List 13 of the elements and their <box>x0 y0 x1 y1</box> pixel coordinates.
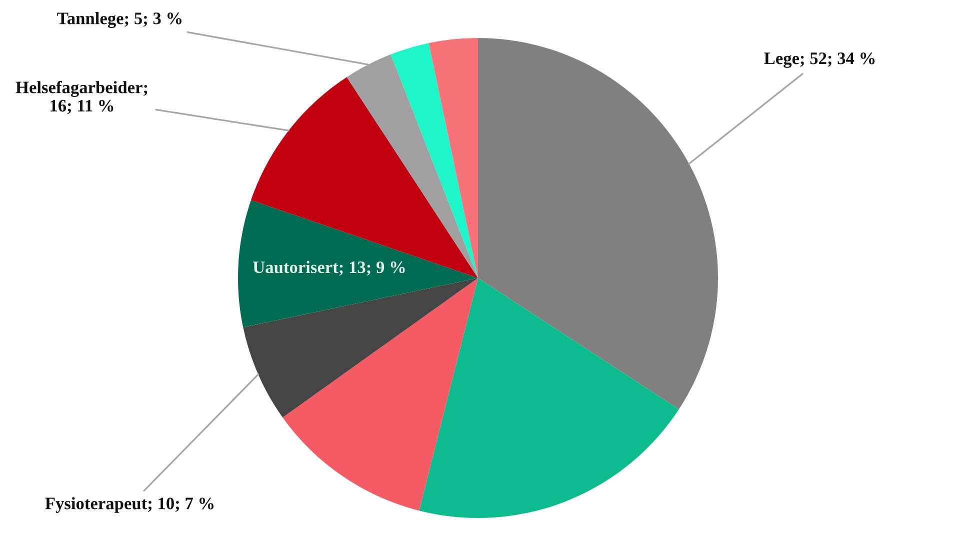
pie-slice <box>282 278 478 511</box>
slice-label: Helsefagarbeider; 16; 11 % <box>16 80 148 114</box>
slice-label: Uautorisert; 13; 9 % <box>253 260 405 276</box>
slice-label: Lege; 52; 34 % <box>764 52 875 68</box>
pie-slice <box>238 200 478 328</box>
slice-label: Fysioterapeut; 10; 7 % <box>45 497 214 513</box>
pie-slice <box>243 278 478 418</box>
pie-slice <box>478 38 718 410</box>
slice-label: Tannlege; 5; 3 % <box>57 12 182 28</box>
pie-slice <box>419 278 679 518</box>
pie-slice <box>251 77 478 278</box>
pie-slice <box>428 38 478 278</box>
pie-slice <box>390 43 478 278</box>
